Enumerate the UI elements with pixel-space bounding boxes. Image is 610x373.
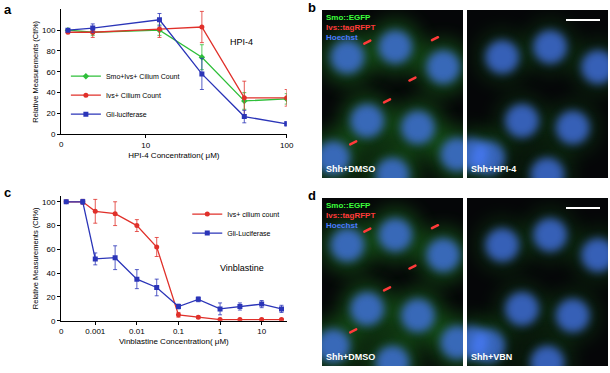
svg-text:0.01: 0.01 <box>129 327 145 336</box>
svg-text:0: 0 <box>51 317 56 326</box>
html-text:Smo::EGFP: Smo::EGFP <box>326 13 371 22</box>
svg-text:0.001: 0.001 <box>85 327 106 336</box>
html-text:Shh+DMSO: Shh+DMSO <box>326 352 376 362</box>
svg-text:60: 60 <box>46 245 55 254</box>
svg-text:c: c <box>4 185 11 200</box>
svg-text:a: a <box>4 2 12 17</box>
html-text:Hoechst: Hoechst <box>326 33 358 42</box>
svg-text:Relative Measurements (Ctl%): Relative Measurements (Ctl%) <box>31 207 40 309</box>
svg-text:0: 0 <box>51 130 56 139</box>
svg-text:100: 100 <box>42 26 56 35</box>
html-text:Shh+HPI-4: Shh+HPI-4 <box>471 164 517 174</box>
svg-text:Gli-luciferase: Gli-luciferase <box>106 111 147 118</box>
svg-text:Ivs+ cilium count: Ivs+ cilium count <box>227 211 279 218</box>
svg-text:Smo+Ivs+ Cilium Count: Smo+Ivs+ Cilium Count <box>106 73 180 80</box>
svg-text:20: 20 <box>46 293 55 302</box>
svg-text:100: 100 <box>280 141 294 150</box>
svg-text:80: 80 <box>46 47 55 56</box>
svg-text:HPI-4 Concentration( μM): HPI-4 Concentration( μM) <box>128 151 220 160</box>
svg-text:0.1: 0.1 <box>173 327 185 336</box>
svg-text:0: 0 <box>59 140 64 149</box>
svg-text:40: 40 <box>46 269 55 278</box>
svg-text:10: 10 <box>141 141 150 150</box>
svg-text:10: 10 <box>257 327 266 336</box>
svg-text:Gli-Luciferase: Gli-Luciferase <box>227 230 270 237</box>
svg-text:0: 0 <box>59 327 64 336</box>
svg-text:Ivs+ Cilium Count: Ivs+ Cilium Count <box>106 92 161 99</box>
svg-text:Relative Measurements (Ctl%): Relative Measurements (Ctl%) <box>31 20 40 122</box>
html-text:Shh+VBN: Shh+VBN <box>471 352 513 362</box>
svg-text:Vinblastine Concentration( μM): Vinblastine Concentration( μM) <box>119 337 229 346</box>
html-text:Smo::EGFP: Smo::EGFP <box>326 201 371 210</box>
svg-text:Vinblastine: Vinblastine <box>220 263 264 273</box>
html-text:b: b <box>308 0 316 15</box>
svg-text:80: 80 <box>46 221 55 230</box>
svg-text:60: 60 <box>46 68 55 77</box>
svg-text:100: 100 <box>42 198 56 207</box>
html-text:Ivs::tagRFPT: Ivs::tagRFPT <box>326 211 376 220</box>
svg-text:40: 40 <box>46 88 55 97</box>
svg-text:HPI-4: HPI-4 <box>230 37 253 47</box>
html-text:Shh+DMSO: Shh+DMSO <box>326 164 376 174</box>
html-text:d: d <box>308 188 316 203</box>
svg-text:20: 20 <box>46 109 55 118</box>
html-text:Hoechst: Hoechst <box>326 221 358 230</box>
svg-text:1: 1 <box>218 327 223 336</box>
html-text:Ivs::tagRFPT: Ivs::tagRFPT <box>326 23 376 32</box>
